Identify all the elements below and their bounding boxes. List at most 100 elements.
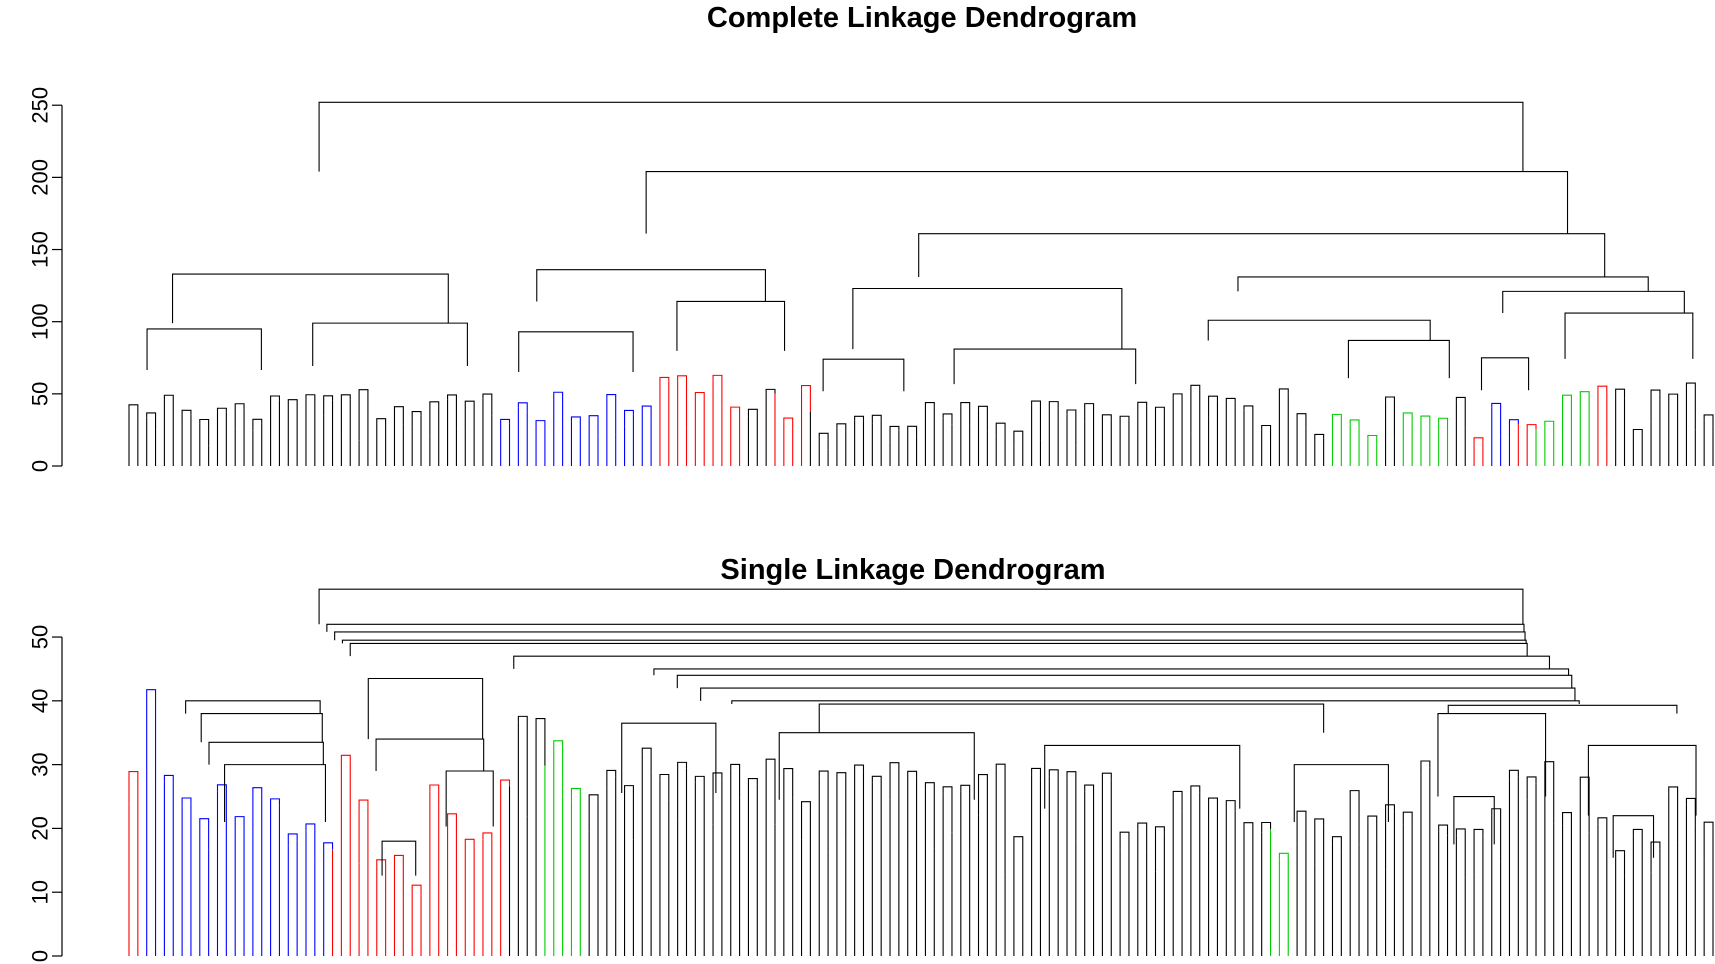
pair-link [783,417,794,427]
pair-link [800,385,811,412]
pair-link [1402,412,1413,435]
merge-link [1207,319,1431,341]
pair-link [1562,812,1572,826]
y-tick-label: 20 [28,816,53,840]
y-tick-label: 150 [28,231,53,268]
pair-link [1385,804,1395,870]
pair-link [1650,389,1661,422]
pair-link [376,418,387,436]
y-tick-label: 100 [28,303,53,340]
pair-link [942,413,953,425]
pair-link [1172,790,1183,812]
pair-link [765,758,776,825]
pair-link [340,394,351,437]
pair-link [1615,388,1626,399]
pair-link [694,775,705,812]
pair-link [1048,769,1059,818]
pair-link [340,754,351,811]
pair-link [1349,790,1360,845]
pair-link [1367,434,1378,444]
pair-link [1331,413,1342,421]
pair-link [747,408,758,417]
pair-link [1225,800,1236,812]
pair-link [1137,401,1148,407]
pair-link [447,813,457,836]
pair-link [1668,786,1679,843]
pair-link [659,376,670,430]
pair-link [659,773,670,801]
y-tick-label: 10 [28,880,53,904]
pair-link [517,715,528,817]
merge-link [852,287,1123,350]
pair-link [960,401,971,426]
pair-link [1455,396,1466,428]
pair-link [818,770,829,853]
pair-link [624,785,634,840]
pair-link [252,418,263,431]
merge-link [518,331,634,373]
pair-link [181,409,192,424]
pair-link [1615,850,1626,876]
merge-link [731,700,1580,705]
pair-link [500,418,511,446]
merge-link [381,840,417,876]
pair-link [1208,797,1218,851]
pair-link [199,818,210,850]
y-axis-single: 0 10 20 30 40 50 [28,625,63,962]
pair-link [854,415,865,421]
pair-link [376,859,387,896]
pair-link [889,425,900,443]
pair-link [358,389,369,441]
merge-link [375,738,485,771]
pair-link [287,399,298,414]
pair-link [889,762,900,800]
pair-link [641,405,652,422]
merge-link [1480,357,1530,391]
merge-link [1587,744,1697,816]
pair-link [1508,419,1519,438]
pair-link [1597,385,1608,439]
merge-link [1237,276,1649,292]
merge-link [318,588,1524,625]
pair-link [464,400,475,432]
pair-link [411,884,422,896]
pair-link [1031,400,1042,441]
pair-link [871,775,882,804]
merge-link [318,101,1524,172]
merge-link [953,348,1137,385]
pair-link [730,763,741,798]
pair-link [482,832,493,881]
pair-link [1455,828,1466,878]
pair-link [1508,769,1519,781]
pair-link [836,772,847,840]
pair-link [570,416,581,427]
pair-link [606,394,617,435]
pair-link [1031,767,1042,780]
merge-link [334,631,1526,641]
pair-link [1172,393,1183,429]
pair-link [393,854,404,902]
pair-link [1013,836,1024,845]
pair-link [252,787,263,827]
pair-link [624,409,634,427]
merge-link [676,674,1573,689]
pair-link [1632,428,1643,435]
merge-link [312,322,468,366]
pair-link [1420,415,1431,427]
pair-link [588,794,599,832]
pair-link [1137,822,1148,852]
pair-link [730,406,741,414]
pair-link [924,782,935,849]
pair-link [1597,817,1608,892]
merge-link [367,677,484,740]
merge-link [1447,704,1678,714]
pair-link [1367,815,1378,842]
pair-link [1331,836,1342,853]
merge-link [653,668,1570,676]
y-tick-label: 50 [28,625,53,649]
pair-link [535,718,546,766]
pair-link [588,415,599,437]
pair-link [1154,406,1165,450]
pair-link [181,797,192,807]
